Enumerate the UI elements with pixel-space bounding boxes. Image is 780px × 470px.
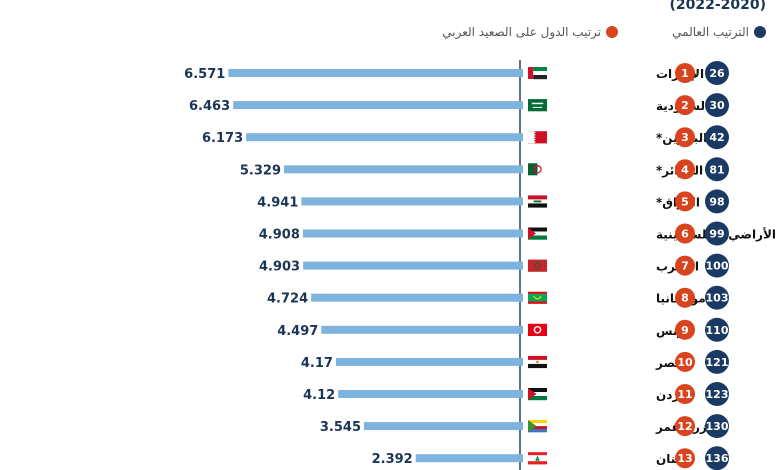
bar-value-label: 2.392: [372, 452, 413, 467]
bar-7: [303, 261, 523, 270]
arab-rank-label: 6: [681, 228, 689, 241]
flag-mauritania-icon: [528, 291, 547, 304]
world-rank-circle: [705, 382, 729, 406]
bar-6: [302, 229, 523, 238]
arab-rank-label: 11: [677, 388, 692, 401]
world-rank-circle: [705, 189, 729, 214]
world-rank-label: 30: [709, 99, 725, 112]
world-rank-circle: [705, 285, 729, 310]
arab-rank-label: 1: [681, 67, 689, 80]
world-rank-circle: [705, 61, 729, 85]
arab-rank-label: 9: [681, 324, 689, 337]
arab-rank-circle: [675, 95, 695, 116]
bar-8: [311, 293, 523, 302]
world-rank-circle: [705, 221, 729, 246]
arab-rank-circle: [675, 127, 695, 148]
arab-rank-label: 7: [681, 260, 689, 273]
bar-value-label: 5.329: [240, 163, 281, 178]
bar-9: [321, 325, 523, 334]
arab-rank-label: 13: [677, 452, 692, 465]
bar-10: [335, 357, 523, 366]
arab-rank-circle: [675, 287, 695, 308]
bar-3: [246, 133, 523, 142]
bar-value-label: 4.17: [301, 356, 333, 371]
world-rank-circle: [705, 125, 729, 150]
bar-5: [301, 197, 523, 206]
arab-rank-circle: [675, 416, 695, 437]
arab-rank-circle: [675, 448, 695, 469]
bar-2: [233, 101, 524, 110]
arab-rank-circle: [675, 63, 695, 83]
world-rank-label: 136: [706, 452, 729, 465]
arab-rank-label: 4: [681, 163, 689, 176]
world-rank-label: 110: [706, 324, 729, 337]
world-rank-circle: [705, 317, 729, 342]
arab-rank-circle: [675, 384, 695, 404]
bar-12: [364, 422, 523, 431]
world-rank-label: 26: [709, 67, 725, 80]
bar-value-label: 4.908: [259, 228, 300, 243]
arab-rank-label: 10: [677, 356, 693, 369]
arab-rank-circle: [675, 159, 695, 180]
bar-value-label: 6.571: [184, 67, 225, 82]
world-rank-circle: [705, 157, 729, 182]
legend-world-label: الترتيب العالمي: [672, 25, 749, 39]
world-rank-label: 103: [706, 292, 729, 305]
world-rank-label: 98: [709, 195, 724, 208]
bar-value-label: 4.12: [303, 388, 335, 403]
legend-arab-rank: ترتيب الدول على الصعيد العربي: [442, 25, 618, 39]
flag-palestine-icon: [528, 227, 547, 240]
bar-value-label: 6.173: [202, 131, 243, 146]
flag-morocco-icon: [528, 259, 547, 272]
legend-world-rank: الترتيب العالمي: [672, 25, 766, 39]
bar-value-label: 6.463: [189, 99, 230, 114]
flag-algeria-icon: [528, 163, 547, 176]
world-rank-label: 130: [706, 420, 729, 433]
flag-uae-icon: [528, 67, 547, 80]
flag-jordan-icon: [528, 388, 547, 401]
arab-rank-circle: [675, 191, 695, 212]
world-rank-label: 81: [709, 163, 724, 176]
flag-tunisia-icon: [528, 323, 547, 336]
arab-rank-label: 12: [677, 420, 692, 433]
legend-arab-dot-icon: [606, 26, 618, 38]
arab-rank-circle: [675, 223, 695, 244]
arab-rank-label: 2: [681, 99, 689, 112]
world-rank-circle: [705, 253, 729, 278]
bar-value-label: 4.941: [257, 195, 298, 210]
flag-egypt-icon: [528, 355, 547, 369]
flag-iraq-icon: [528, 195, 547, 208]
world-rank-label: 99: [709, 228, 724, 241]
arab-rank-circle: [675, 351, 695, 372]
world-rank-circle: [705, 93, 729, 118]
chart-title-years: (2022-2020): [669, 0, 766, 13]
arab-rank-circle: [675, 255, 695, 276]
legend-arab-label: ترتيب الدول على الصعيد العربي: [442, 25, 601, 39]
world-rank-label: 42: [709, 131, 724, 144]
bar-4: [284, 165, 523, 174]
world-rank-circle: [705, 349, 729, 374]
arab-rank-circle: [675, 319, 695, 340]
world-rank-label: 123: [706, 388, 729, 401]
world-rank-label: 121: [706, 356, 729, 369]
flag-saudi-icon: [528, 99, 547, 112]
bar-value-label: 4.497: [277, 324, 318, 339]
world-rank-circle: [705, 414, 729, 439]
arab-rank-label: 8: [681, 292, 689, 305]
bar-value-label: 4.903: [259, 260, 300, 275]
world-rank-circle: [705, 446, 729, 470]
bar-11: [338, 390, 523, 398]
flag-bahrain-icon: [528, 131, 547, 144]
bar-value-label: 3.545: [320, 420, 361, 435]
world-rank-label: 100: [706, 260, 729, 273]
bar-value-label: 4.724: [267, 292, 308, 307]
bar-13: [415, 454, 523, 463]
arab-rank-label: 3: [681, 131, 689, 144]
bar-1: [228, 69, 524, 77]
arab-rank-label: 5: [681, 195, 689, 208]
flag-comoros-icon: [528, 420, 547, 433]
legend-world-dot-icon: [754, 26, 766, 38]
flag-lebanon-icon: [528, 452, 547, 465]
